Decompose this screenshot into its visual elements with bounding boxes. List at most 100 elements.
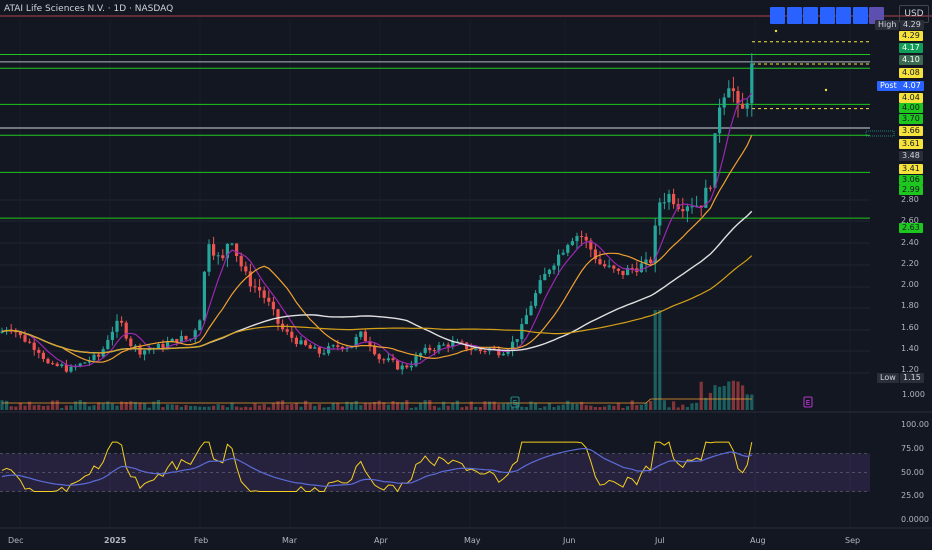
volume-bar: [483, 401, 487, 410]
candle-body: [138, 345, 142, 355]
candle-body: [354, 336, 358, 346]
volume-bar: [511, 407, 515, 410]
volume-bar: [718, 386, 722, 410]
ma-fast-line: [1, 92, 753, 367]
volume-bar: [626, 406, 630, 410]
volume-bar: [377, 400, 381, 410]
candle-body: [607, 265, 611, 267]
candle-body: [313, 347, 317, 349]
rsi-line: [1, 441, 753, 493]
volume-bar: [78, 400, 82, 410]
candle-body: [267, 297, 271, 302]
toolbar-button[interactable]: [770, 7, 785, 24]
low-value: 1.15: [900, 373, 924, 383]
volume-bar: [396, 402, 400, 410]
candle-body: [451, 341, 455, 347]
earnings-marker-label: E: [806, 399, 810, 407]
price-axis-label: 1.80: [901, 301, 919, 311]
toolbar-button[interactable]: [836, 7, 851, 24]
candle-body: [55, 363, 59, 366]
toolbar-button[interactable]: [852, 7, 868, 24]
volume-bar: [667, 407, 671, 410]
volume-bar: [658, 310, 662, 410]
candle-body: [644, 259, 648, 264]
candle-body: [750, 63, 754, 104]
candle-body: [432, 350, 436, 352]
volume-bar: [152, 401, 156, 410]
volume-bar: [409, 407, 413, 410]
volume-ma-line: [2, 398, 752, 404]
candle-body: [736, 91, 740, 104]
volume-bar: [166, 404, 170, 410]
volume-bar: [603, 406, 607, 410]
candle-body: [147, 349, 151, 351]
volume-bar: [317, 404, 321, 410]
volume-bar: [363, 402, 367, 410]
volume-bar: [386, 404, 390, 410]
volume-bar: [607, 404, 611, 410]
candle-body: [106, 339, 110, 350]
volume-bar: [133, 402, 137, 410]
volume-bar: [437, 407, 441, 410]
volume-bar: [244, 406, 248, 410]
candle-body: [110, 331, 114, 340]
volume-bar: [506, 402, 510, 410]
candle-body: [83, 362, 87, 364]
toolbar-button[interactable]: [803, 7, 818, 24]
volume-bar: [543, 406, 547, 410]
volume-bar: [322, 407, 326, 410]
candle-body: [552, 265, 556, 270]
volume-bar: [331, 402, 335, 410]
volume-bar: [455, 400, 459, 410]
candle-body: [405, 365, 409, 368]
volume-bar: [681, 404, 685, 410]
volume-bar: [419, 402, 423, 410]
signal-dot: [774, 29, 778, 33]
volume-bar: [497, 404, 501, 410]
price-tag: 3.41: [899, 164, 923, 174]
candle-body: [60, 364, 64, 366]
volume-bar: [106, 401, 110, 410]
volume-bar: [37, 404, 41, 410]
candle-body: [308, 345, 312, 349]
candle-body: [534, 293, 538, 306]
volume-bar: [235, 406, 239, 410]
candle-body: [41, 352, 45, 359]
price-axis-label: 2.80: [901, 195, 919, 204]
candle-body: [695, 205, 699, 207]
candle-body: [23, 335, 27, 342]
volume-bar: [147, 407, 151, 410]
toolbar-button[interactable]: [869, 7, 884, 24]
candle-body: [731, 88, 735, 92]
candle-body: [529, 305, 533, 316]
toolbar-button[interactable]: [786, 7, 802, 24]
volume-bar: [115, 405, 119, 410]
candle-body: [377, 354, 381, 360]
candle-body: [391, 358, 395, 361]
volume-bar: [336, 402, 340, 410]
volume-bar: [589, 405, 593, 410]
candle-body: [722, 97, 726, 108]
price-axis-label: 2.40: [901, 237, 919, 247]
volume-bar: [179, 406, 183, 410]
candle-body: [543, 273, 547, 281]
candles: [0, 53, 754, 375]
volume-bar: [653, 310, 657, 410]
volume-bar: [750, 394, 754, 410]
moving-averages: [1, 92, 753, 404]
date-label: Mar: [282, 536, 298, 545]
symbol-title[interactable]: ATAI Life Sciences N.V. · 1D · NASDAQ: [4, 4, 174, 14]
toolbar-button[interactable]: [819, 7, 835, 24]
candle-body: [336, 345, 340, 347]
volume-bar: [520, 406, 524, 410]
volume-bar: [290, 403, 294, 410]
candle-body: [331, 345, 335, 347]
volume-bar: [557, 405, 561, 410]
volume-bar: [704, 397, 708, 410]
candle-body: [198, 320, 202, 331]
candle-body: [373, 346, 377, 355]
candle-body: [304, 340, 308, 346]
candle-body: [124, 322, 128, 339]
candle-body: [386, 358, 390, 361]
